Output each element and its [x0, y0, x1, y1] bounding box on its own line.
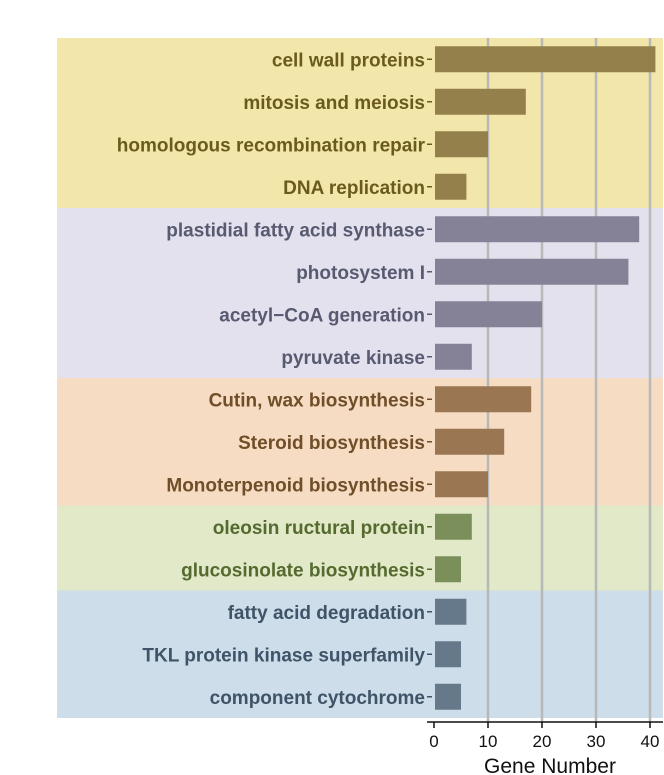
bar — [435, 598, 467, 625]
x-axis: 0 10 20 30 40 — [427, 721, 663, 751]
bar — [435, 428, 505, 455]
bar — [435, 513, 472, 540]
category-label: photosystem I — [296, 263, 425, 284]
group-background — [57, 505, 663, 591]
category-label: cell wall proteins — [272, 50, 425, 71]
category-label: mitosis and meiosis — [243, 93, 425, 114]
bar — [435, 471, 488, 498]
x-tick-label: 0 — [429, 732, 438, 751]
category-label: component cytochrome — [210, 688, 425, 709]
category-label: homologous recombination repair — [117, 135, 426, 156]
category-label: glucosinolate biosynthesis — [181, 560, 425, 581]
x-axis-title: Gene Number — [484, 755, 616, 775]
category-label: acetyl−CoA generation — [219, 305, 425, 326]
bar — [435, 173, 467, 200]
x-tick-label: 10 — [479, 732, 498, 751]
bar — [435, 216, 640, 243]
category-label: pyruvate kinase — [281, 348, 425, 369]
bar — [435, 46, 656, 73]
bar — [435, 683, 461, 710]
bar — [435, 556, 461, 583]
bar — [435, 386, 532, 413]
bar — [435, 88, 526, 115]
bars — [435, 46, 656, 710]
category-label: plastidial fatty acid synthase — [166, 220, 425, 241]
group-background — [57, 590, 663, 718]
group-background — [57, 378, 663, 506]
x-tick-label: 20 — [533, 732, 552, 751]
bar — [435, 301, 542, 328]
x-tick-label: 30 — [587, 732, 606, 751]
category-label: TKL protein kinase superfamily — [142, 645, 425, 666]
x-tick-label: 40 — [641, 732, 660, 751]
category-label: Cutin, wax biosynthesis — [209, 390, 425, 411]
category-label: fatty acid degradation — [228, 603, 425, 624]
gridlines — [486, 38, 652, 722]
category-label: Steroid biosynthesis — [238, 433, 425, 454]
category-label: DNA replication — [283, 178, 425, 199]
category-label: oleosin ructural protein — [213, 518, 425, 539]
bar — [435, 131, 488, 158]
bar — [435, 343, 472, 370]
category-label: Monoterpenoid biosynthesis — [166, 475, 425, 496]
bar — [435, 258, 629, 285]
bar — [435, 641, 461, 668]
category-labels: cell wall proteins mitosis and meiosis hom… — [117, 50, 432, 709]
